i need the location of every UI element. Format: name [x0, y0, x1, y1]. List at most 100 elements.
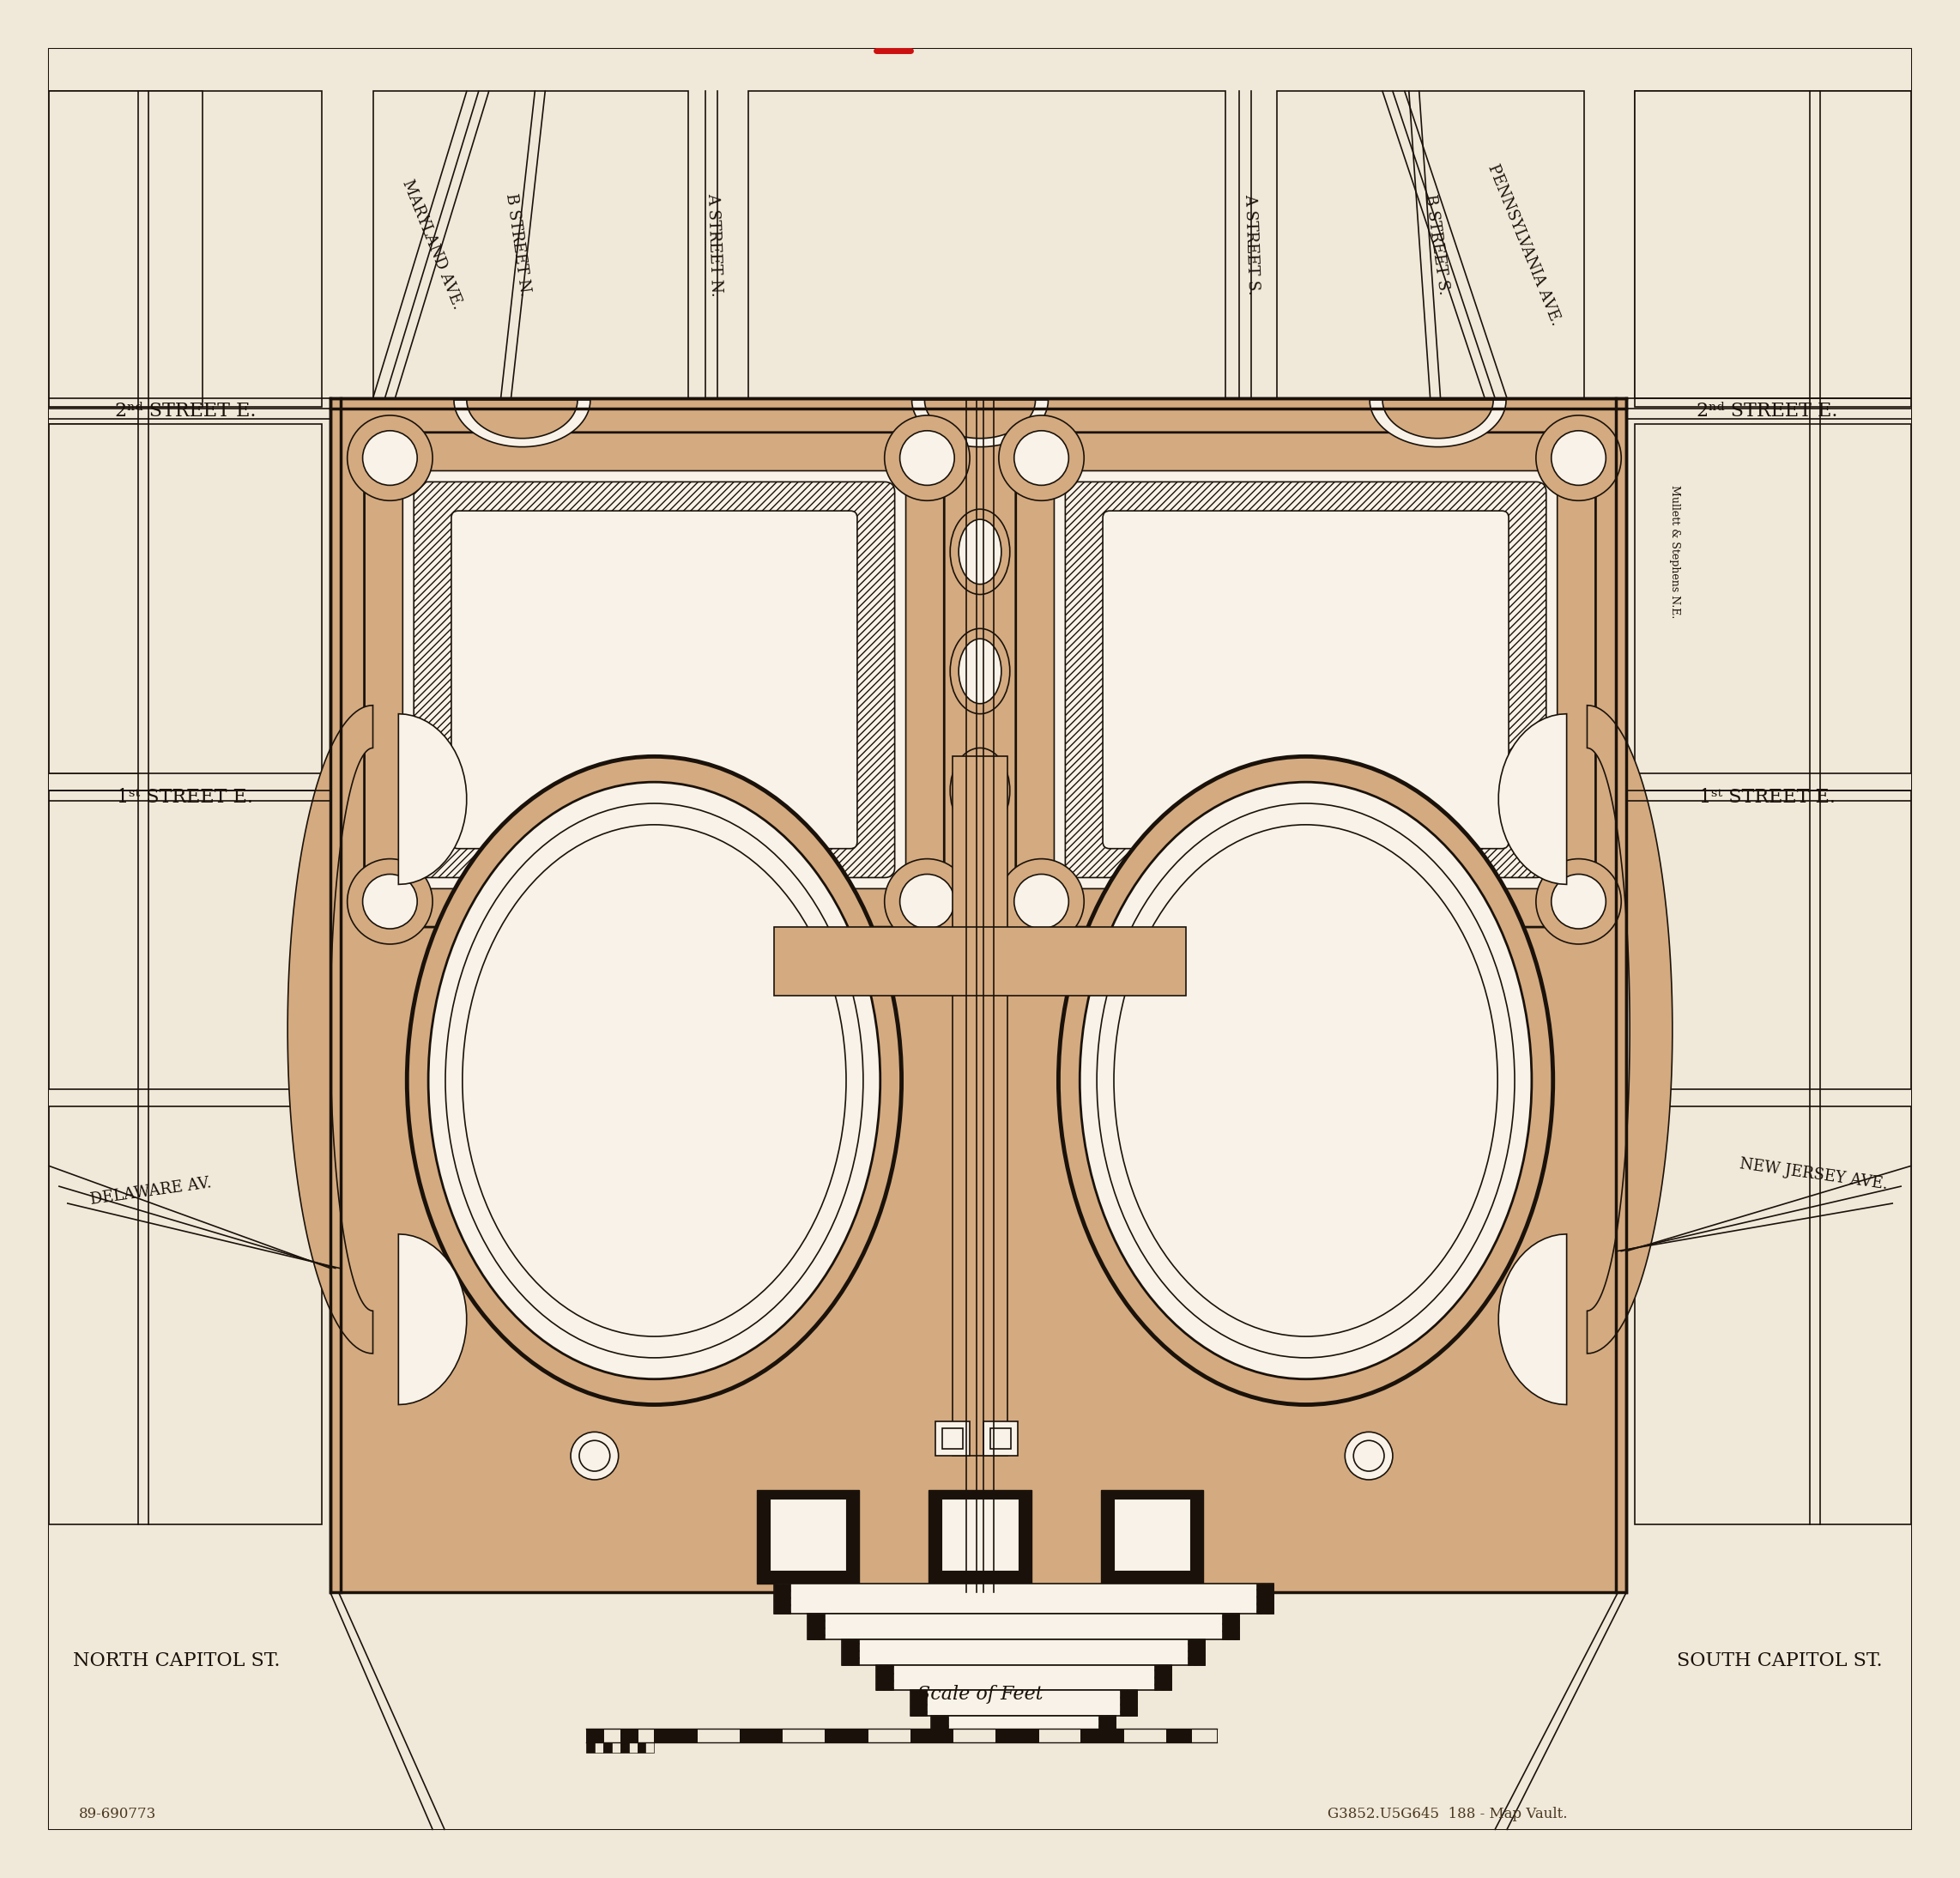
Polygon shape: [909, 1730, 953, 1743]
Text: Mullett & Stephens N.E.: Mullett & Stephens N.E.: [1670, 485, 1680, 618]
Polygon shape: [782, 1730, 825, 1743]
Text: NORTH CAPITOL ST.: NORTH CAPITOL ST.: [73, 1651, 280, 1670]
Polygon shape: [1635, 92, 1911, 398]
Polygon shape: [941, 1499, 1019, 1572]
Polygon shape: [398, 1234, 466, 1405]
Polygon shape: [990, 1429, 1011, 1450]
FancyBboxPatch shape: [451, 511, 857, 849]
Polygon shape: [586, 1730, 604, 1743]
Polygon shape: [909, 1690, 927, 1716]
Circle shape: [1537, 858, 1621, 945]
FancyBboxPatch shape: [1054, 471, 1558, 888]
Polygon shape: [645, 1743, 655, 1752]
Polygon shape: [49, 791, 321, 1089]
Polygon shape: [1499, 1234, 1566, 1405]
Polygon shape: [774, 1583, 790, 1613]
Text: 2ⁿᵈ STREET E.: 2ⁿᵈ STREET E.: [116, 402, 257, 421]
Polygon shape: [953, 757, 1007, 1455]
Polygon shape: [604, 1743, 612, 1752]
Circle shape: [580, 1440, 610, 1470]
Polygon shape: [49, 49, 1911, 1829]
FancyBboxPatch shape: [1103, 511, 1509, 849]
Text: MARYLAND AVE.: MARYLAND AVE.: [400, 178, 466, 312]
Circle shape: [1354, 1440, 1384, 1470]
Circle shape: [1550, 873, 1605, 930]
Ellipse shape: [1058, 757, 1552, 1405]
Text: A STREET S.: A STREET S.: [1243, 193, 1260, 295]
Text: NEW JERSEY AVE.: NEW JERSEY AVE.: [1739, 1157, 1889, 1193]
Polygon shape: [1635, 92, 1911, 408]
Polygon shape: [749, 92, 1225, 398]
Polygon shape: [586, 1743, 594, 1752]
Polygon shape: [1635, 1106, 1911, 1525]
Text: 2ⁿᵈ STREET E.: 2ⁿᵈ STREET E.: [1697, 402, 1838, 421]
Polygon shape: [629, 1743, 637, 1752]
Polygon shape: [909, 1690, 1137, 1716]
Polygon shape: [984, 1422, 1017, 1455]
Text: B STREET S.: B STREET S.: [1423, 193, 1452, 297]
Polygon shape: [698, 1730, 739, 1743]
Polygon shape: [925, 400, 1035, 438]
Polygon shape: [49, 49, 1911, 1829]
Circle shape: [347, 415, 433, 501]
Polygon shape: [843, 1639, 858, 1664]
Polygon shape: [1098, 1716, 1115, 1737]
Ellipse shape: [429, 781, 880, 1378]
Ellipse shape: [951, 629, 1009, 714]
Polygon shape: [931, 1716, 949, 1737]
Polygon shape: [372, 92, 688, 398]
Ellipse shape: [951, 747, 1009, 834]
Circle shape: [1550, 430, 1605, 485]
Text: SOUTH CAPITOL ST.: SOUTH CAPITOL ST.: [1678, 1651, 1884, 1670]
Polygon shape: [1588, 706, 1672, 1354]
Text: G3852.U5G645  188 - Map Vault.: G3852.U5G645 188 - Map Vault.: [1329, 1807, 1568, 1822]
Polygon shape: [825, 1730, 868, 1743]
Text: 89-690773: 89-690773: [78, 1807, 157, 1822]
Polygon shape: [770, 1499, 847, 1572]
Circle shape: [1013, 873, 1068, 930]
Polygon shape: [49, 92, 202, 408]
Polygon shape: [953, 1730, 996, 1743]
Polygon shape: [1039, 1730, 1080, 1743]
Polygon shape: [774, 928, 1186, 995]
Circle shape: [1000, 858, 1084, 945]
Polygon shape: [466, 400, 578, 438]
Ellipse shape: [958, 520, 1002, 584]
Text: 1ˢᵗ STREET E.: 1ˢᵗ STREET E.: [1699, 789, 1835, 808]
Polygon shape: [1635, 791, 1911, 1089]
Polygon shape: [604, 1730, 619, 1743]
Polygon shape: [1192, 1730, 1217, 1743]
Polygon shape: [1276, 92, 1584, 398]
Polygon shape: [655, 1730, 698, 1743]
Polygon shape: [843, 1639, 1205, 1664]
FancyBboxPatch shape: [365, 432, 945, 928]
Text: A STREET N.: A STREET N.: [704, 193, 723, 297]
Text: 1ˢᵗ STREET E.: 1ˢᵗ STREET E.: [118, 789, 253, 808]
Polygon shape: [739, 1730, 782, 1743]
Ellipse shape: [958, 639, 1002, 704]
Circle shape: [900, 873, 955, 930]
FancyBboxPatch shape: [1015, 432, 1595, 928]
Polygon shape: [757, 1489, 858, 1583]
Polygon shape: [619, 1743, 629, 1752]
Polygon shape: [1123, 1730, 1166, 1743]
Polygon shape: [594, 1743, 604, 1752]
Polygon shape: [1223, 1613, 1239, 1639]
Circle shape: [1345, 1431, 1394, 1480]
Text: DELAWARE AV.: DELAWARE AV.: [90, 1176, 214, 1208]
Polygon shape: [1113, 1499, 1190, 1572]
FancyBboxPatch shape: [402, 471, 906, 888]
Polygon shape: [49, 92, 321, 408]
Polygon shape: [455, 400, 590, 447]
Polygon shape: [1382, 400, 1494, 438]
Polygon shape: [868, 1730, 909, 1743]
Polygon shape: [1102, 1489, 1203, 1583]
Polygon shape: [1370, 400, 1505, 447]
Circle shape: [363, 430, 417, 485]
Ellipse shape: [958, 759, 1002, 823]
Circle shape: [347, 858, 433, 945]
Circle shape: [884, 858, 970, 945]
Polygon shape: [637, 1743, 645, 1752]
Polygon shape: [1154, 1664, 1170, 1690]
Polygon shape: [1166, 1730, 1192, 1743]
